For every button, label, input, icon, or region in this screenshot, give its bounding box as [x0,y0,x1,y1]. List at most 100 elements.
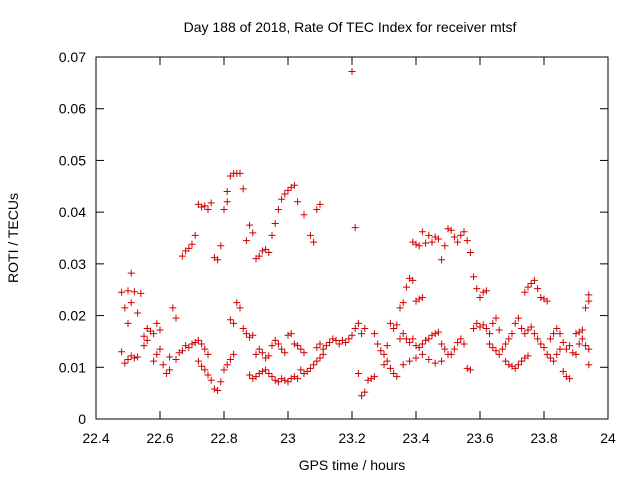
data-point [441,242,449,250]
data-point [329,335,337,343]
data-point [415,344,423,352]
data-point [428,331,436,339]
plot-frame [95,56,609,420]
data-point [492,347,500,355]
data-point [194,357,202,365]
data-point [156,345,164,353]
data-point [399,330,407,338]
data-point [204,350,212,358]
data-point [130,354,138,362]
data-point [233,299,241,307]
data-point [271,376,279,384]
data-point [396,304,404,312]
data-point [226,356,234,364]
data-point [415,242,423,250]
data-point [374,340,382,348]
data-point [521,288,529,296]
data-point [479,321,487,329]
data-point [345,335,353,343]
data-point [332,336,340,344]
data-point [438,357,446,365]
data-point [271,336,279,344]
data-point [300,211,308,219]
data-point [258,367,266,375]
data-point [460,340,468,348]
data-point [204,206,212,214]
data-point [537,293,545,301]
data-point [207,199,215,207]
data-point [207,376,215,384]
data-point [220,366,228,374]
data-point [319,345,327,353]
data-point [383,357,391,365]
data-point [425,356,433,364]
data-point [294,375,302,383]
data-point [498,345,506,353]
x-tick-label: 22.8 [210,430,237,446]
data-point [246,371,254,379]
data-point [470,273,478,281]
data-point [201,345,209,353]
data-point [390,369,398,377]
data-point [310,238,318,246]
data-point [412,240,420,248]
data-point [281,349,289,357]
data-point [566,342,574,350]
data-point [441,345,449,353]
data-point [223,361,231,369]
data-point [121,359,129,367]
data-point [242,237,250,245]
data-point [556,330,564,338]
data-point [578,326,586,334]
x-tick-label: 22.6 [146,430,173,446]
chart-title: Day 188 of 2018, Rate Of TEC Index for r… [184,19,517,35]
data-point [530,276,538,284]
data-point [530,330,538,338]
data-point [486,330,494,338]
data-point [438,256,446,264]
data-point [482,325,490,332]
data-point [252,373,260,381]
data-point [524,352,532,360]
data-point [396,335,404,343]
data-point [162,369,170,377]
data-point [178,252,186,260]
data-point [354,369,362,377]
data-point [450,233,458,241]
data-point [505,335,513,343]
data-point [383,342,391,350]
data-point [508,330,516,338]
data-point [444,225,452,233]
data-point [495,326,503,334]
data-point [354,319,362,327]
data-point [278,375,286,383]
x-tick-label: 23.4 [402,430,429,446]
data-point [457,231,465,239]
data-point [297,345,305,353]
data-point [361,325,369,332]
data-point [258,247,266,255]
y-tick-label: 0.02 [59,308,86,324]
data-point [236,304,244,312]
data-point [543,297,551,305]
data-point [159,361,167,369]
data-point [406,357,414,365]
data-point [409,335,417,343]
y-tick-label: 0.05 [59,152,86,168]
data-point [121,304,129,312]
data-point [150,357,158,365]
data-point [268,342,276,350]
data-point [534,285,542,293]
data-point [470,325,478,332]
data-point [466,248,474,256]
data-point [380,361,388,369]
data-point [431,330,439,338]
data-point [265,369,273,377]
data-point [566,375,574,383]
y-tick-label: 0.03 [59,256,86,272]
data-point [543,350,551,358]
data-point [418,293,426,301]
data-point [284,331,292,339]
y-tick-label: 0.07 [59,49,86,65]
data-point [274,340,282,348]
